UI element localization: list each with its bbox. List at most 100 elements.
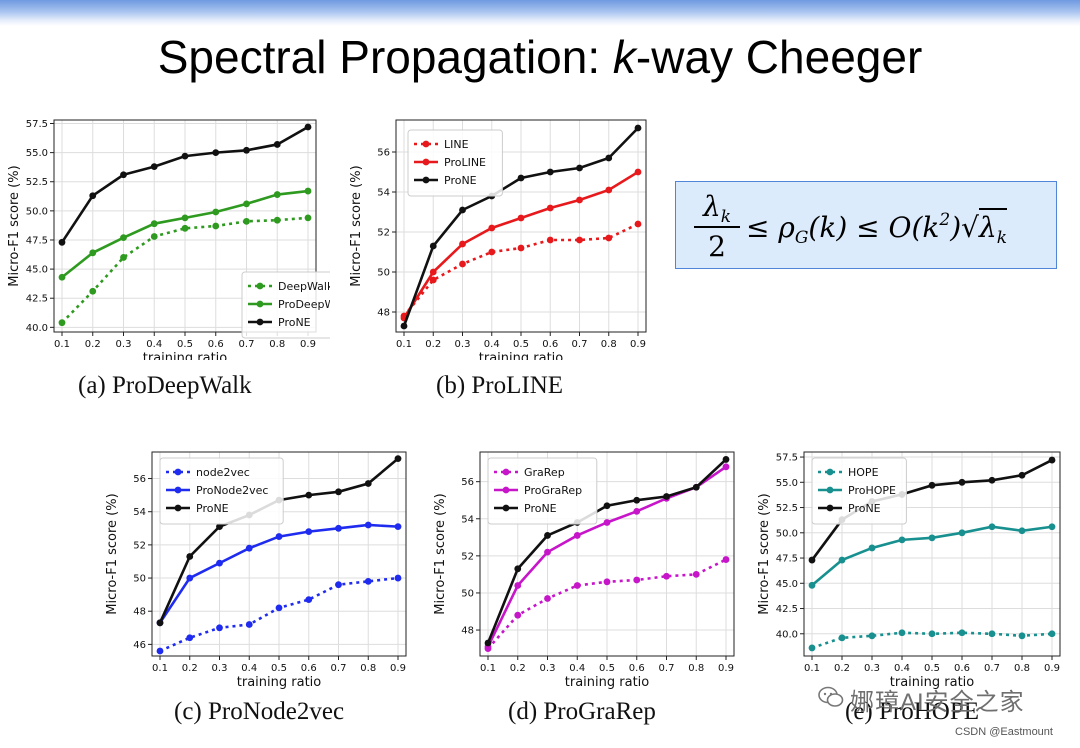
legend-marker — [826, 468, 834, 476]
data-point — [186, 574, 194, 582]
data-point — [722, 456, 730, 463]
y-tick-label: 50.0 — [776, 528, 798, 539]
data-point — [546, 236, 554, 244]
title-prefix: Spectral Propagation: — [157, 31, 613, 83]
legend: GraRep ProGraRep ProNE — [487, 457, 598, 525]
x-axis-label: training ratio — [237, 675, 322, 690]
x-tick-label: 0.4 — [146, 339, 162, 350]
data-point — [243, 200, 250, 208]
data-point — [394, 523, 402, 531]
x-tick-label: 0.4 — [241, 663, 257, 674]
series-GraRep — [484, 556, 730, 652]
cheeger-inequality-box: λk 2 ≤ ρG(k) ≤ O(k2)√λk — [675, 181, 1057, 269]
legend-marker — [256, 282, 264, 290]
legend-label: DeepWalk — [278, 280, 330, 293]
data-point — [216, 624, 223, 632]
caption-d: (d) ProGraRep — [508, 698, 656, 725]
data-point — [988, 523, 996, 531]
data-point — [245, 621, 253, 628]
data-point — [459, 260, 466, 268]
series-LINE — [400, 220, 642, 320]
data-point — [634, 124, 642, 132]
x-tick-label: 0.1 — [480, 663, 496, 674]
y-tick-label: 50.0 — [26, 206, 48, 217]
y-tick-label: 50 — [461, 588, 474, 599]
y-axis-label: Micro-F1 score (%) — [7, 165, 22, 286]
y-tick-label: 55.0 — [26, 148, 48, 159]
x-tick-label: 0.8 — [360, 663, 376, 674]
data-point — [808, 581, 816, 589]
x-tick-label: 0.7 — [984, 663, 1000, 674]
legend-marker — [174, 486, 182, 494]
data-point — [484, 639, 492, 647]
y-tick-label: 56 — [461, 477, 474, 488]
data-point — [868, 632, 876, 640]
data-point — [838, 634, 846, 642]
y-tick-label: 40.0 — [26, 323, 48, 334]
data-point — [304, 187, 312, 195]
legend-label: ProGraRep — [524, 484, 582, 497]
data-point — [181, 152, 189, 160]
data-point — [514, 582, 522, 589]
y-tick-label: 42.5 — [776, 604, 798, 615]
legend-label: GraRep — [524, 466, 565, 479]
x-tick-label: 0.2 — [425, 339, 441, 350]
y-tick-label: 56 — [377, 148, 390, 159]
data-point — [605, 186, 613, 194]
data-point — [58, 238, 66, 246]
data-point — [514, 611, 522, 619]
data-point — [838, 556, 846, 564]
data-point — [212, 208, 220, 216]
x-axis-label: training ratio — [565, 675, 650, 690]
data-point — [304, 123, 312, 131]
series-ProNE — [484, 456, 730, 647]
plot-area: 0.1 0.2 0.3 0.4 0.5 0.6 0.7 0.8 0.9 46 48 50 52 54 56 t… — [105, 451, 407, 690]
data-point — [150, 220, 158, 228]
x-tick-label: 0.6 — [208, 339, 224, 350]
legend-label: ProLINE — [444, 156, 486, 169]
legend: HOPE ProHOPE ProNE — [811, 457, 907, 525]
x-tick-label: 0.5 — [599, 663, 615, 674]
series-DeepWalk — [58, 214, 312, 327]
data-point — [988, 476, 996, 484]
data-point — [364, 521, 372, 529]
x-tick-label: 0.5 — [924, 663, 940, 674]
data-point — [58, 273, 66, 281]
data-point — [546, 168, 554, 176]
y-axis-label: Micro-F1 score (%) — [105, 493, 120, 614]
chart-proline: 0.1 0.2 0.3 0.4 0.5 0.6 0.7 0.8 0.9 48 50 52 54 56 tra… — [349, 119, 647, 360]
x-tick-label: 0.7 — [572, 339, 588, 350]
y-tick-label: 52 — [133, 540, 146, 551]
data-point — [216, 523, 223, 531]
data-point — [89, 287, 97, 295]
x-tick-label: 0.2 — [834, 663, 850, 674]
x-tick-label: 0.6 — [954, 663, 970, 674]
data-point — [243, 146, 250, 154]
data-point — [335, 488, 342, 496]
legend-label: ProNE — [196, 502, 229, 515]
data-point — [150, 163, 158, 170]
title-suffix: -way Cheeger — [635, 31, 923, 83]
x-tick-label: 0.8 — [1014, 663, 1030, 674]
y-tick-label: 45.0 — [26, 265, 48, 276]
data-point — [273, 191, 281, 198]
data-point — [429, 276, 437, 284]
x-tick-label: 0.4 — [894, 663, 910, 674]
data-point — [394, 455, 402, 463]
y-tick-label: 48 — [461, 626, 474, 637]
data-point — [928, 481, 936, 489]
legend-marker — [174, 468, 182, 476]
legend-marker — [422, 176, 430, 184]
data-point — [544, 532, 551, 539]
data-point — [488, 248, 496, 256]
data-point — [573, 532, 581, 539]
data-point — [576, 236, 583, 244]
formula-fraction: λk 2 — [694, 190, 740, 263]
data-point — [1048, 630, 1056, 638]
data-point — [605, 234, 613, 242]
data-point — [181, 224, 189, 232]
y-tick-label: 47.5 — [776, 554, 798, 565]
data-point — [212, 149, 220, 157]
x-tick-label: 0.8 — [601, 339, 617, 350]
x-tick-label: 0.1 — [152, 663, 168, 674]
